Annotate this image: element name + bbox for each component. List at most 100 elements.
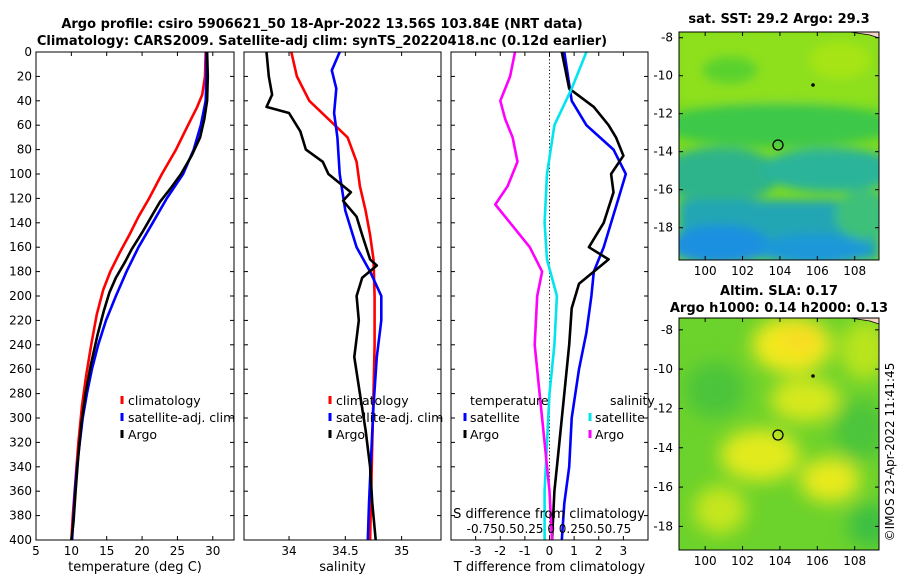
- sla-map-frame: [678, 317, 880, 551]
- figure-title-line1: Argo profile: csiro 5906621_50 18-Apr-20…: [61, 17, 582, 32]
- x-tick-label: 10: [64, 544, 79, 558]
- x-tick-label: 2: [595, 544, 603, 558]
- legend-title-temperature: temperature: [470, 393, 549, 408]
- sst-map-axes: 100 102 104 106 108 -8 -10 -12 -14 -16 -18: [653, 31, 879, 278]
- coastline-island: [849, 318, 879, 325]
- map-y-tick-label: -10: [653, 69, 673, 83]
- x-tick-label: -2: [494, 544, 506, 558]
- sla-map-field: [679, 318, 879, 550]
- y-tick-label: 360: [9, 484, 32, 498]
- x-axis-label: salinity: [319, 560, 366, 575]
- y-tick-label: 40: [17, 94, 32, 108]
- island-marker: [811, 83, 815, 87]
- x-tick-label: 34.5: [332, 544, 359, 558]
- map-x-tick-label: 106: [806, 264, 829, 278]
- legend-label: satellite-adj. clim: [128, 410, 235, 425]
- legend-label: Argo: [336, 427, 365, 442]
- map-y-tick-label: -18: [653, 221, 673, 235]
- series-line-t-argo: [550, 51, 625, 541]
- sla-map-axes: 100 102 104 106 108 -8 -10 -12 -14 -16 -18: [653, 318, 879, 568]
- sla-map-subtitle: Argo h1000: 0.14 h2000: 0.13: [670, 301, 888, 316]
- temperature-panel: 5 10 15 20 25 3002040608010012014016018020022…: [9, 45, 235, 575]
- y-tick-label: 20: [17, 69, 32, 83]
- y-tick-label: 140: [9, 216, 32, 230]
- series-line-s-argo: [494, 51, 554, 541]
- plot-frame: [450, 51, 649, 541]
- map-x-tick-label: 100: [694, 554, 717, 568]
- map-y-tick-label: -12: [653, 107, 673, 121]
- sst-map-frame: [678, 31, 880, 261]
- legend-label: satellite-adj. clim: [336, 410, 443, 425]
- legend-label: satellite: [470, 410, 520, 425]
- legend-label: Argo: [128, 427, 157, 442]
- legend-label: climatology: [336, 393, 409, 408]
- sla-map-title: Altim. SLA: 0.17: [720, 284, 838, 299]
- x-tick-label: 1: [570, 544, 578, 558]
- series-line-argo: [70, 51, 210, 541]
- sst-map-title: sat. SST: 29.2 Argo: 29.3: [688, 12, 869, 27]
- x-tick-label: -1: [519, 544, 531, 558]
- map-x-tick-label: 106: [806, 554, 829, 568]
- x-tick-label: 20: [134, 544, 149, 558]
- y-tick-label: 300: [9, 411, 32, 425]
- series-line-satellite-adj-clim: [330, 51, 383, 541]
- figure-title-line2: Climatology: CARS2009. Satellite-adj cli…: [37, 34, 607, 49]
- y-tick-label: 60: [17, 118, 32, 132]
- map-x-tick-label: 108: [843, 554, 866, 568]
- legend-label: climatology: [128, 393, 201, 408]
- plot-frame: [243, 51, 442, 541]
- series-line-t-satellite: [560, 51, 628, 541]
- x-tick-label: 34: [281, 544, 296, 558]
- map-x-tick-label: 104: [768, 554, 791, 568]
- map-x-tick-label: 102: [731, 264, 754, 278]
- series-line-satellite-adj-clim: [70, 52, 208, 541]
- x-tick-label: 35: [394, 544, 409, 558]
- y-tick-label: 160: [9, 240, 32, 254]
- island-marker: [811, 374, 815, 378]
- map-y-tick-label: -8: [661, 31, 673, 45]
- y-tick-label: 320: [9, 435, 32, 449]
- map-y-tick-label: -8: [661, 323, 673, 337]
- map-y-tick-label: -16: [653, 183, 673, 197]
- y-tick-label: 400: [9, 533, 32, 547]
- legend-label: Argo: [470, 427, 499, 442]
- x-axis-label: temperature (deg C): [68, 560, 202, 575]
- x-tick-label: 0: [546, 544, 554, 558]
- y-tick-label: 100: [9, 167, 32, 181]
- map-x-tick-label: 108: [843, 264, 866, 278]
- y-tick-label: 180: [9, 265, 32, 279]
- y-tick-label: 340: [9, 460, 32, 474]
- x-tick-label: 30: [205, 544, 220, 558]
- plot-frame: [35, 51, 235, 541]
- salinity-panel: 34 34.5 35 salinity climatology satellite-adj…: [243, 51, 443, 575]
- legend-label: Argo: [595, 427, 624, 442]
- coastline-island: [849, 32, 879, 39]
- y-tick-label: 200: [9, 289, 32, 303]
- x-tick-label: 25: [170, 544, 185, 558]
- series-line-climatology: [290, 51, 376, 541]
- x-tick-label: 3: [620, 544, 628, 558]
- map-y-tick-label: -18: [653, 519, 673, 533]
- argo-position-marker: [772, 429, 784, 441]
- secondary-x-axis-label: S difference from climatology: [453, 507, 645, 522]
- map-x-tick-label: 100: [694, 264, 717, 278]
- series-line-climatology: [70, 51, 207, 541]
- y-tick-label: 80: [17, 143, 32, 157]
- x-axis-label: T difference from climatology: [453, 560, 646, 575]
- difference-panel: -3 -2 -1 0 1 2 3 T difference from climatology t…: [450, 51, 655, 575]
- map-y-tick-label: -10: [653, 362, 673, 376]
- y-tick-label: 380: [9, 509, 32, 523]
- x-tick-label: -3: [470, 544, 482, 558]
- map-x-tick-label: 104: [768, 264, 791, 278]
- legend-title-salinity: salinity: [610, 393, 655, 408]
- series-line-s-satellite: [543, 51, 588, 540]
- sst-map-field: [679, 32, 879, 260]
- credit-stamp: ©IMOS 23-Apr-2022 11:41:45: [883, 363, 897, 542]
- argo-position-marker: [772, 139, 784, 151]
- map-y-tick-label: -14: [653, 441, 673, 455]
- map-y-tick-label: -12: [653, 401, 673, 415]
- secondary-x-tick-labels: -0.750.50.25 0 0.250.50.75: [467, 522, 632, 536]
- series-line-argo: [265, 51, 379, 541]
- y-tick-label: 260: [9, 362, 32, 376]
- y-tick-label: 0: [24, 45, 32, 59]
